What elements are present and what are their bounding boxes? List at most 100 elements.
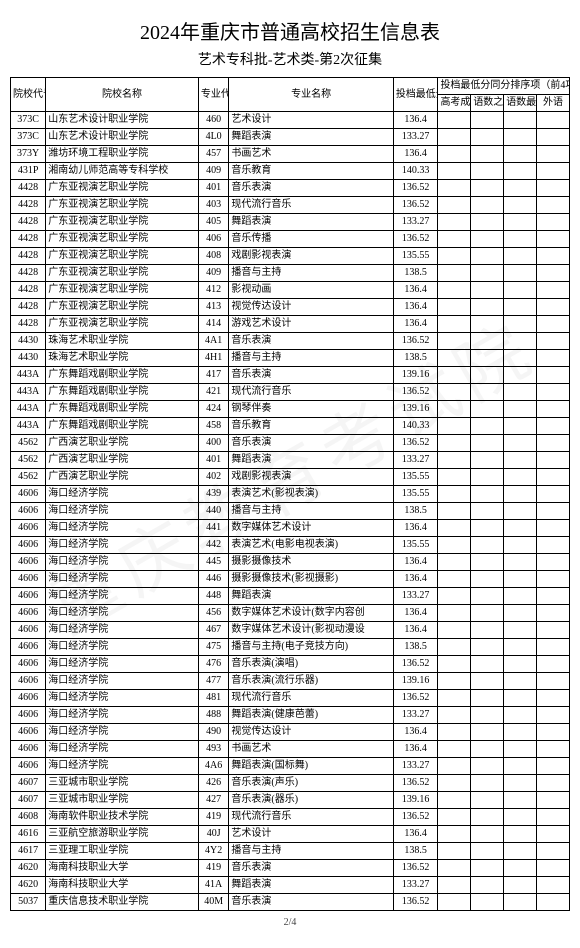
cell-major: 艺术设计 [229, 826, 393, 843]
cell-s4 [537, 214, 570, 231]
cell-major: 现代流行音乐 [229, 690, 393, 707]
table-row: 4428广东亚视演艺职业学院406音乐传播136.52 [11, 231, 570, 248]
cell-school: 湘南幼儿师范高等专科学校 [46, 163, 199, 180]
cell-score: 133.27 [393, 214, 438, 231]
cell-s2 [471, 792, 504, 809]
cell-major-code: 401 [198, 452, 229, 469]
cell-major: 表演艺术(影视表演) [229, 486, 393, 503]
cell-school: 广东亚视演艺职业学院 [46, 180, 199, 197]
cell-s1 [438, 299, 471, 316]
cell-s1 [438, 741, 471, 758]
cell-s3 [504, 469, 537, 486]
cell-s2 [471, 605, 504, 622]
cell-code: 443A [11, 401, 46, 418]
cell-major-code: 490 [198, 724, 229, 741]
cell-major-code: 4L0 [198, 129, 229, 146]
cell-s4 [537, 384, 570, 401]
cell-school: 海南软件职业技术学院 [46, 809, 199, 826]
cell-s2 [471, 197, 504, 214]
cell-major-code: 488 [198, 707, 229, 724]
cell-s1 [438, 418, 471, 435]
cell-score: 139.16 [393, 792, 438, 809]
table-row: 4428广东亚视演艺职业学院414游戏艺术设计136.4 [11, 316, 570, 333]
cell-major: 播音与主持(电子竞技方向) [229, 639, 393, 656]
cell-s2 [471, 401, 504, 418]
cell-code: 4617 [11, 843, 46, 860]
cell-major: 表演艺术(电影电视表演) [229, 537, 393, 554]
cell-score: 138.5 [393, 265, 438, 282]
table-row: 4428广东亚视演艺职业学院412影视动画136.4 [11, 282, 570, 299]
cell-s3 [504, 843, 537, 860]
cell-code: 4606 [11, 554, 46, 571]
cell-major: 舞蹈表演(健康芭蕾) [229, 707, 393, 724]
cell-major-code: 4H1 [198, 350, 229, 367]
table-row: 4428广东亚视演艺职业学院409播音与主持138.5 [11, 265, 570, 282]
cell-major-code: 421 [198, 384, 229, 401]
cell-code: 4620 [11, 877, 46, 894]
cell-score: 136.52 [393, 775, 438, 792]
cell-code: 4606 [11, 690, 46, 707]
cell-s2 [471, 435, 504, 452]
cell-s3 [504, 588, 537, 605]
cell-school: 三亚城市职业学院 [46, 792, 199, 809]
cell-s4 [537, 367, 570, 384]
cell-s4 [537, 775, 570, 792]
cell-code: 4606 [11, 520, 46, 537]
cell-s2 [471, 503, 504, 520]
cell-s2 [471, 877, 504, 894]
cell-school: 三亚航空旅游职业学院 [46, 826, 199, 843]
cell-major-code: 424 [198, 401, 229, 418]
table-row: 4620海南科技职业大学419音乐表演136.52 [11, 860, 570, 877]
cell-s2 [471, 741, 504, 758]
cell-major: 音乐表演 [229, 894, 393, 911]
cell-major-code: 409 [198, 265, 229, 282]
cell-school: 海口经济学院 [46, 503, 199, 520]
cell-code: 4606 [11, 741, 46, 758]
cell-code: 4606 [11, 605, 46, 622]
cell-code: 4606 [11, 622, 46, 639]
cell-s4 [537, 758, 570, 775]
page-title: 2024年重庆市普通高校招生信息表 [10, 16, 570, 45]
cell-s1 [438, 809, 471, 826]
cell-s3 [504, 758, 537, 775]
table-row: 4606海口经济学院488舞蹈表演(健康芭蕾)133.27 [11, 707, 570, 724]
cell-s4 [537, 129, 570, 146]
cell-s3 [504, 877, 537, 894]
cell-score: 133.27 [393, 877, 438, 894]
cell-s2 [471, 265, 504, 282]
cell-s2 [471, 622, 504, 639]
cell-s2 [471, 333, 504, 350]
cell-major-code: 457 [198, 146, 229, 163]
cell-s2 [471, 112, 504, 129]
cell-major-code: 406 [198, 231, 229, 248]
cell-major: 音乐教育 [229, 163, 393, 180]
cell-s3 [504, 333, 537, 350]
table-row: 4606海口经济学院448舞蹈表演133.27 [11, 588, 570, 605]
cell-s3 [504, 265, 537, 282]
cell-code: 4562 [11, 452, 46, 469]
cell-code: 4430 [11, 333, 46, 350]
cell-s1 [438, 435, 471, 452]
cell-major: 音乐表演(流行乐器) [229, 673, 393, 690]
table-row: 4428广东亚视演艺职业学院401音乐表演136.52 [11, 180, 570, 197]
table-row: 5037重庆信息技术职业学院40M音乐表演136.52 [11, 894, 570, 911]
cell-major: 现代流行音乐 [229, 384, 393, 401]
table-row: 4428广东亚视演艺职业学院405舞蹈表演133.27 [11, 214, 570, 231]
cell-code: 4607 [11, 775, 46, 792]
cell-school: 广东亚视演艺职业学院 [46, 316, 199, 333]
cell-score: 135.55 [393, 469, 438, 486]
cell-s3 [504, 571, 537, 588]
cell-major-code: 448 [198, 588, 229, 605]
cell-s4 [537, 707, 570, 724]
cell-major-code: 456 [198, 605, 229, 622]
cell-school: 重庆信息技术职业学院 [46, 894, 199, 911]
cell-s3 [504, 418, 537, 435]
cell-s4 [537, 350, 570, 367]
cell-score: 136.4 [393, 741, 438, 758]
cell-major-code: 439 [198, 486, 229, 503]
cell-s1 [438, 537, 471, 554]
cell-s2 [471, 282, 504, 299]
page-subtitle: 艺术专科批-艺术类-第2次征集 [10, 49, 570, 69]
cell-major-code: 4A1 [198, 333, 229, 350]
cell-s3 [504, 316, 537, 333]
